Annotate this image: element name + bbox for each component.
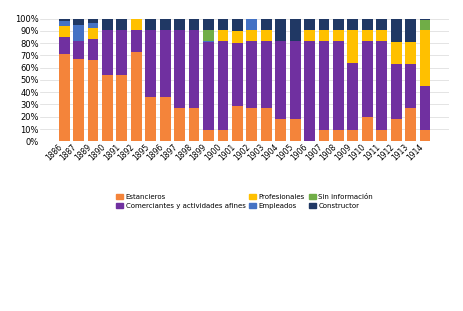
Bar <box>217 41 228 130</box>
Bar <box>419 130 430 141</box>
Bar <box>188 108 199 141</box>
Bar <box>102 30 113 75</box>
Bar <box>347 30 357 63</box>
Bar <box>59 54 69 141</box>
Bar <box>116 75 127 141</box>
Bar <box>246 108 257 141</box>
Bar <box>332 130 343 141</box>
Bar <box>73 18 84 25</box>
Bar <box>361 30 372 41</box>
Bar <box>390 18 400 42</box>
Bar <box>275 41 286 119</box>
Bar <box>232 18 242 31</box>
Bar <box>303 18 314 30</box>
Bar <box>203 42 213 130</box>
Bar <box>159 97 170 141</box>
Bar <box>88 39 98 60</box>
Bar <box>145 18 156 30</box>
Bar <box>260 30 271 41</box>
Bar <box>361 117 372 141</box>
Bar <box>419 30 430 86</box>
Bar <box>260 108 271 141</box>
Bar <box>246 41 257 108</box>
Bar <box>188 18 199 30</box>
Bar <box>59 26 69 37</box>
Bar <box>88 18 98 23</box>
Bar <box>203 41 213 42</box>
Bar <box>332 18 343 30</box>
Bar <box>404 42 415 64</box>
Bar <box>332 30 343 41</box>
Bar <box>203 130 213 141</box>
Bar <box>404 64 415 108</box>
Bar <box>404 108 415 141</box>
Bar <box>289 41 300 119</box>
Bar <box>375 30 386 41</box>
Bar <box>361 41 372 117</box>
Bar <box>318 130 329 141</box>
Bar <box>131 52 141 141</box>
Bar <box>375 130 386 141</box>
Bar <box>246 18 257 30</box>
Bar <box>232 31 242 43</box>
Bar <box>390 42 400 64</box>
Bar <box>390 119 400 141</box>
Bar <box>217 18 228 30</box>
Bar <box>419 18 430 20</box>
Bar <box>375 18 386 30</box>
Bar <box>116 30 127 75</box>
Bar <box>232 106 242 141</box>
Legend: Estancieros, Comerciantes y actividades afines, Profesionales, Empleados, Sin in: Estancieros, Comerciantes y actividades … <box>114 192 375 211</box>
Bar <box>318 30 329 41</box>
Bar <box>174 18 185 30</box>
Bar <box>73 25 84 41</box>
Bar <box>347 18 357 30</box>
Bar <box>289 119 300 141</box>
Bar <box>102 18 113 30</box>
Bar <box>145 97 156 141</box>
Bar <box>59 21 69 26</box>
Bar <box>232 43 242 106</box>
Bar <box>73 59 84 141</box>
Bar <box>303 41 314 141</box>
Bar <box>347 130 357 141</box>
Bar <box>203 30 213 41</box>
Bar <box>59 37 69 54</box>
Bar <box>59 18 69 21</box>
Bar <box>275 18 286 41</box>
Bar <box>159 18 170 30</box>
Bar <box>174 30 185 108</box>
Bar <box>174 108 185 141</box>
Bar <box>188 30 199 108</box>
Bar <box>260 41 271 108</box>
Bar <box>88 60 98 141</box>
Bar <box>375 41 386 130</box>
Bar <box>88 23 98 28</box>
Bar <box>289 18 300 41</box>
Bar <box>203 18 213 30</box>
Bar <box>131 30 141 52</box>
Bar <box>318 18 329 30</box>
Bar <box>419 20 430 30</box>
Bar <box>404 18 415 42</box>
Bar <box>88 28 98 39</box>
Bar <box>318 41 329 130</box>
Bar <box>159 30 170 97</box>
Bar <box>275 119 286 141</box>
Bar <box>419 86 430 130</box>
Bar <box>145 30 156 97</box>
Bar <box>390 64 400 119</box>
Bar <box>246 30 257 41</box>
Bar <box>347 63 357 130</box>
Bar <box>217 130 228 141</box>
Bar <box>361 18 372 30</box>
Bar <box>102 75 113 141</box>
Bar <box>217 30 228 41</box>
Bar <box>131 18 141 30</box>
Bar <box>116 18 127 30</box>
Bar <box>73 41 84 59</box>
Bar <box>332 41 343 130</box>
Bar <box>303 30 314 41</box>
Bar <box>260 18 271 30</box>
